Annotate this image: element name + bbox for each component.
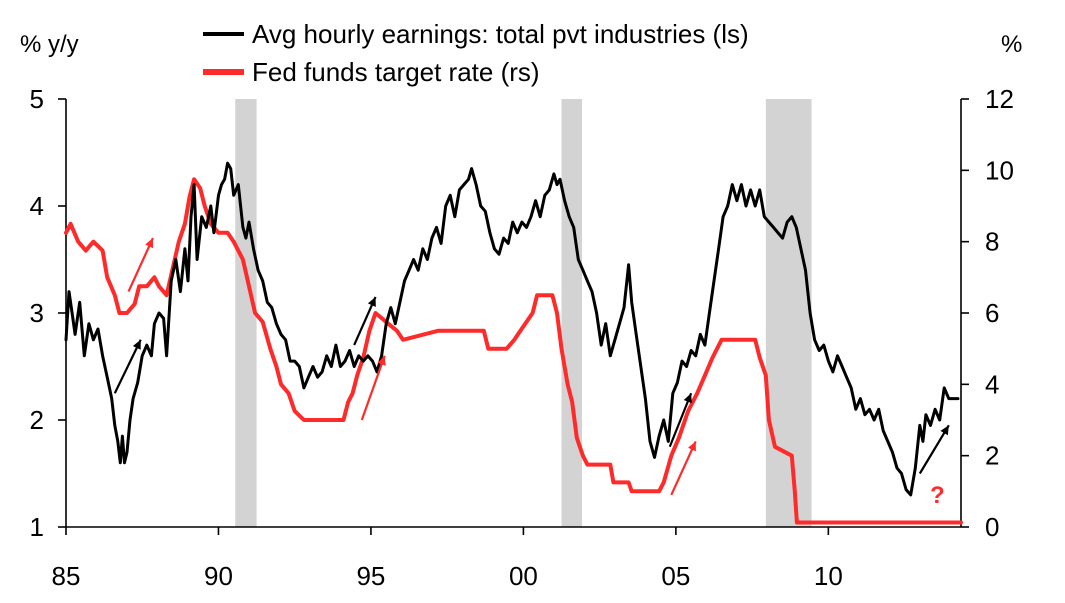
right-tick-label: 10 — [985, 155, 1014, 185]
right-tick-label: 6 — [985, 298, 999, 328]
trend-arrow-head — [367, 296, 376, 307]
right-tick-label: 0 — [985, 512, 999, 542]
left-tick-label: 5 — [30, 84, 44, 114]
left-tick-label: 4 — [30, 191, 44, 221]
trend-arrow-head — [145, 238, 154, 249]
right-tick-label: 8 — [985, 227, 999, 257]
trend-arrow-shaft — [668, 392, 693, 448]
left-ticks: 1 2 3 4 5 — [30, 84, 66, 542]
x-tick-label: 95 — [356, 561, 385, 591]
trend-arrow-head — [377, 355, 386, 366]
x-tick-label: 00 — [509, 561, 538, 591]
left-tick-label: 1 — [30, 512, 44, 542]
x-tick-label: 10 — [814, 561, 843, 591]
legend-label-earnings: Avg hourly earnings: total pvt industrie… — [252, 19, 749, 49]
series-line — [64, 177, 963, 525]
legend-label-fed: Fed funds target rate (rs) — [252, 57, 540, 87]
trend-arrow-shaft — [360, 355, 386, 421]
right-ticks: 0 2 4 6 8 10 12 — [961, 84, 1014, 542]
recession-band — [561, 99, 582, 527]
trend-arrow-head — [940, 425, 949, 436]
recession-band — [765, 99, 812, 527]
axes — [65, 99, 962, 528]
trend-arrows — [113, 237, 950, 496]
series-line — [64, 161, 960, 497]
recession-bands — [235, 99, 812, 527]
right-tick-label: 12 — [985, 84, 1014, 114]
right-tick-label: 4 — [985, 369, 999, 399]
x-ticks: 85 90 95 00 05 10 — [52, 527, 843, 591]
trend-arrow-shaft — [113, 339, 142, 394]
trend-arrow-head — [688, 441, 696, 452]
series-fed-funds — [64, 177, 963, 525]
left-tick-label: 2 — [30, 405, 44, 435]
right-axis-unit: % — [1001, 31, 1022, 58]
x-tick-label: 85 — [52, 561, 81, 591]
trend-arrow-shaft — [127, 237, 154, 293]
x-tick-label: 05 — [661, 561, 690, 591]
left-axis-unit: % y/y — [20, 31, 79, 58]
x-tick-label: 90 — [204, 561, 233, 591]
trend-arrow-head — [132, 339, 141, 350]
trend-arrow-head — [683, 393, 692, 404]
trend-arrow-shaft — [670, 440, 697, 496]
legend: Avg hourly earnings: total pvt industrie… — [203, 19, 749, 87]
right-tick-label: 2 — [985, 441, 999, 471]
series-earnings — [64, 161, 960, 497]
left-tick-label: 3 — [30, 298, 44, 328]
question-mark-annotation: ? — [930, 482, 945, 509]
trend-arrow-shaft — [918, 424, 950, 475]
